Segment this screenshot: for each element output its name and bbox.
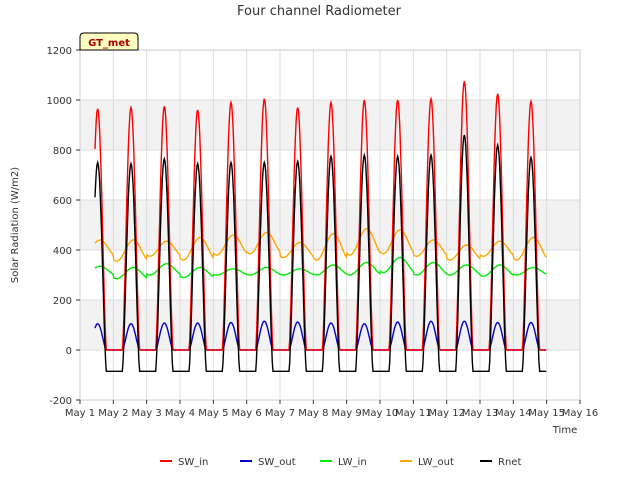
x-tick-label: May 4 <box>165 408 195 419</box>
x-tick-label: May 12 <box>428 408 465 419</box>
x-tick-label: May 1 <box>65 408 95 419</box>
x-tick-label: May 11 <box>395 408 432 419</box>
chart-title: Four channel Radiometer <box>237 4 402 19</box>
badge-label: GT_met <box>88 38 130 49</box>
plot-band <box>80 200 580 250</box>
x-axis-label: Time <box>552 425 577 436</box>
series-line-rnet <box>94 134 547 372</box>
y-axis-label: Solar Radiation (W/m2) <box>10 167 21 283</box>
x-tick-label: May 14 <box>495 408 532 419</box>
x-tick-label: May 5 <box>198 408 228 419</box>
x-tick-label: May 10 <box>362 408 399 419</box>
x-axis: May 1 May 2 May 3 May 4 May 5 May 6 May 7 May 8… <box>65 400 598 419</box>
legend-label: Rnet <box>498 457 521 468</box>
y-tick-label: 400 <box>53 246 72 257</box>
legend-label: SW_out <box>258 457 296 468</box>
legend: SW_in SW_out LW_in LW_out Rnet <box>160 457 521 468</box>
y-tick-label: 0 <box>66 346 72 357</box>
x-tick-label: May 2 <box>98 408 128 419</box>
y-tick-label: 1200 <box>47 46 72 57</box>
series-line-sw-in <box>94 81 547 351</box>
x-tick-label: May 16 <box>562 408 599 419</box>
y-axis: -200 0 200 400 600 800 1000 1200 <box>47 46 80 407</box>
x-tick-label: May 15 <box>528 408 565 419</box>
y-tick-label: 800 <box>53 146 72 157</box>
x-tick-label: May 7 <box>265 408 295 419</box>
x-tick-label: May 3 <box>132 408 162 419</box>
series-layer <box>94 81 547 372</box>
y-tick-label: 600 <box>53 196 72 207</box>
legend-label: LW_out <box>418 457 454 468</box>
station-badge: GT_met <box>79 32 139 51</box>
x-tick-label: May 13 <box>462 408 499 419</box>
y-tick-label: 200 <box>53 296 72 307</box>
x-tick-label: May 8 <box>298 408 328 419</box>
x-tick-label: May 9 <box>332 408 362 419</box>
y-tick-label: -200 <box>49 396 72 407</box>
y-tick-label: 1000 <box>47 96 72 107</box>
legend-label: LW_in <box>338 457 367 468</box>
x-tick-label: May 6 <box>232 408 262 419</box>
plot-frame <box>79 49 581 401</box>
legend-label: SW_in <box>178 457 208 468</box>
